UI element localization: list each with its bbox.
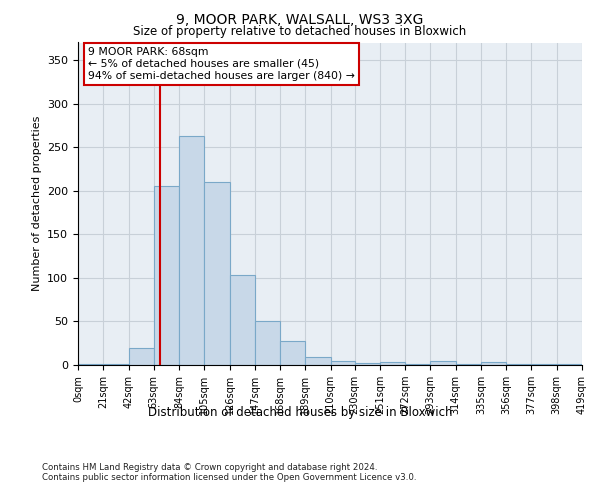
Bar [255,322,280,365]
Bar [128,348,154,365]
Bar [481,362,506,365]
Bar [205,182,230,365]
Bar [455,364,481,365]
Bar [331,360,355,365]
Text: Distribution of detached houses by size in Bloxwich: Distribution of detached houses by size … [148,406,452,419]
Bar [380,362,405,365]
Text: Size of property relative to detached houses in Bloxwich: Size of property relative to detached ho… [133,25,467,38]
Bar [230,275,255,365]
Text: Contains public sector information licensed under the Open Government Licence v3: Contains public sector information licen… [42,472,416,482]
Bar [154,186,179,365]
Bar [532,364,557,365]
Text: 9, MOOR PARK, WALSALL, WS3 3XG: 9, MOOR PARK, WALSALL, WS3 3XG [176,12,424,26]
Text: 9 MOOR PARK: 68sqm
← 5% of detached houses are smaller (45)
94% of semi-detached: 9 MOOR PARK: 68sqm ← 5% of detached hous… [88,48,355,80]
Bar [430,360,455,365]
Bar [355,364,380,365]
Bar [78,364,103,365]
Bar [506,364,532,365]
Bar [405,364,430,365]
Bar [280,340,305,365]
Bar [557,364,582,365]
Text: Contains HM Land Registry data © Crown copyright and database right 2024.: Contains HM Land Registry data © Crown c… [42,462,377,471]
Y-axis label: Number of detached properties: Number of detached properties [32,116,41,292]
Bar [103,364,128,365]
Bar [305,357,331,365]
Bar [179,136,205,365]
